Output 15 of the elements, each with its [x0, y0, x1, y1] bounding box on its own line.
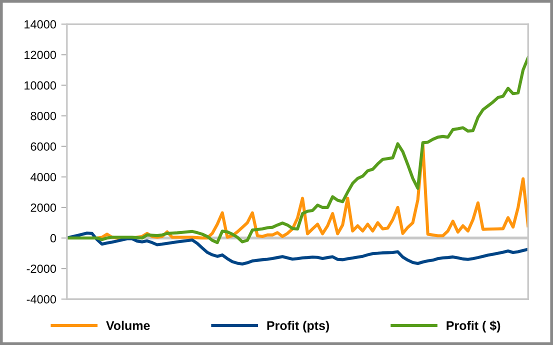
y-tick-label: 2000 [30, 203, 56, 212]
line-series [66, 232, 528, 266]
y-tick-label: 4000 [30, 172, 56, 182]
y-tick-label: 0 [50, 234, 56, 242]
y-tick-label: -4000 [26, 295, 56, 304]
legend-label: Profit (pts) [267, 320, 330, 332]
y-tick-label: 8000 [30, 112, 56, 120]
y-tick-label: -2000 [26, 264, 56, 273]
y-tick-label: 14000 [24, 20, 56, 29]
legend-label: Volume [106, 320, 150, 330]
y-tick-label: 6000 [30, 142, 56, 151]
y-tick-label: 12000 [24, 50, 56, 60]
y-tick-label: 10000 [24, 81, 56, 90]
legend-label: Profit ( $) [446, 320, 500, 332]
line-series [66, 56, 528, 244]
